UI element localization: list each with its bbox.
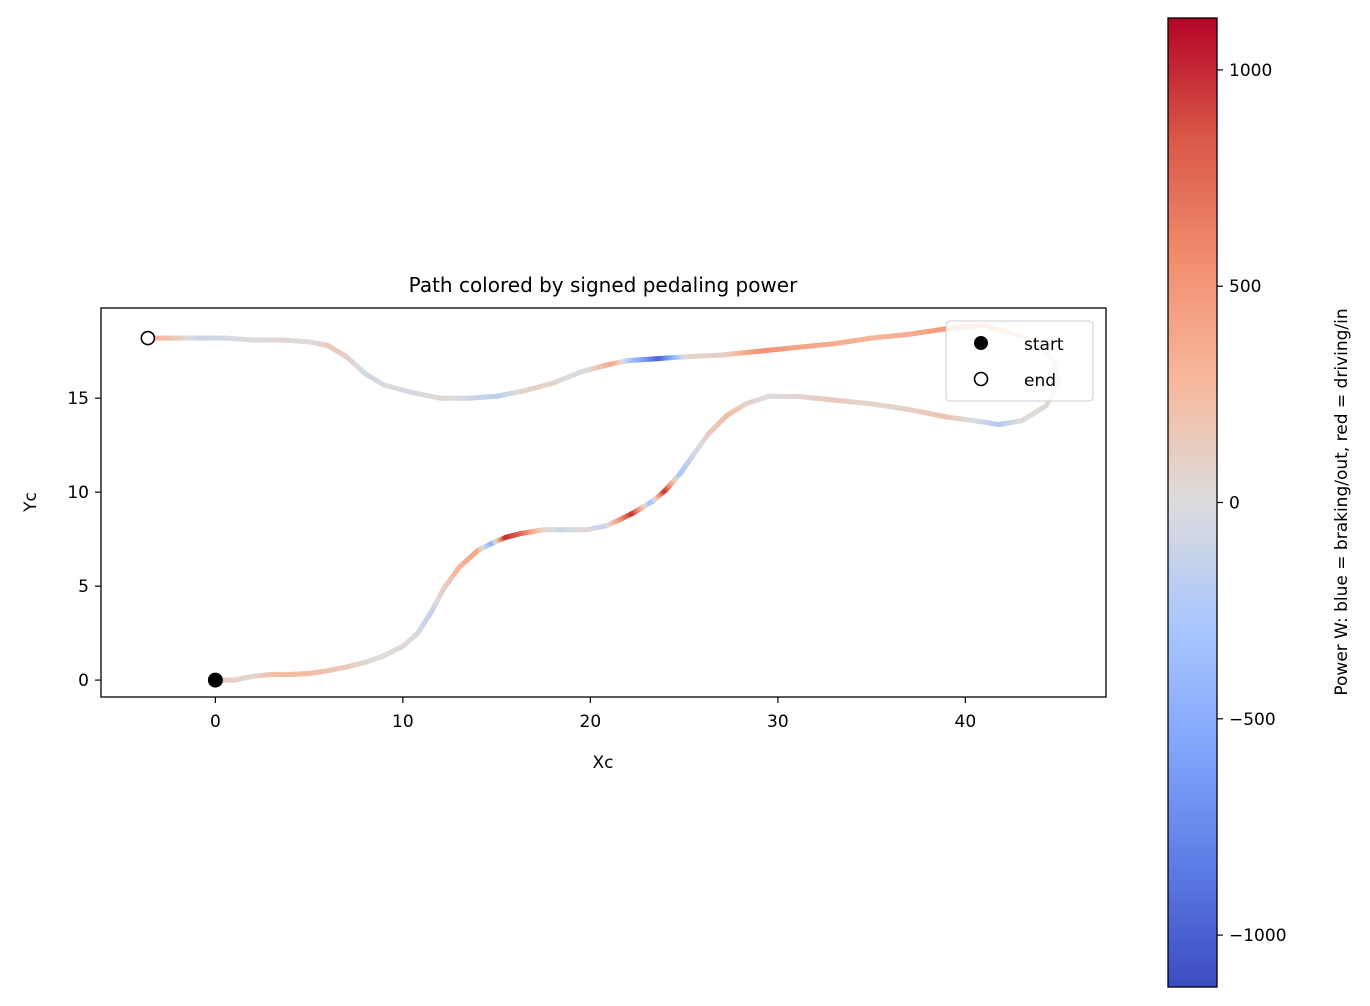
colorbar-label: Power W: blue = braking/out, red = drivi… (1332, 308, 1352, 695)
legend: start end (945, 320, 1094, 402)
x-tick-label: 0 (210, 712, 221, 732)
legend-end-marker (973, 371, 989, 387)
colorbar-tick-label: −1000 (1229, 926, 1287, 946)
legend-start-label: start (1024, 335, 1064, 355)
y-tick-label: 0 (78, 671, 89, 691)
colorbar-tick-label: −500 (1229, 710, 1276, 730)
colorbar-ticks: −1000 −500 0 500 1000 (1217, 61, 1287, 946)
plot-area-frame (100, 307, 1107, 698)
colorbar-tick-label: 500 (1229, 277, 1261, 297)
colorbar-tick-label: 0 (1229, 494, 1240, 514)
colorbar (1167, 17, 1218, 988)
endpoint-markers (140, 330, 223, 688)
start-marker (207, 672, 223, 688)
x-axis-label: Xc (593, 753, 614, 773)
y-axis-ticks: 0 5 10 15 (67, 389, 101, 691)
x-tick-label: 20 (580, 712, 602, 732)
power-colored-path (145, 322, 1062, 683)
legend-box (945, 320, 1094, 402)
y-tick-label: 15 (67, 389, 89, 409)
y-tick-label: 5 (78, 577, 89, 597)
y-axis-label: Yc (21, 492, 41, 513)
legend-start-marker (974, 336, 988, 350)
colorbar-tick-label: 1000 (1229, 61, 1272, 81)
x-axis-ticks: 0 10 20 30 40 (210, 697, 976, 732)
legend-end-label: end (1024, 371, 1056, 391)
chart-title: Path colored by signed pedaling power (409, 273, 798, 297)
y-tick-label: 10 (67, 483, 89, 503)
end-marker (140, 330, 156, 346)
x-tick-label: 40 (955, 712, 977, 732)
x-tick-label: 10 (392, 712, 414, 732)
x-tick-label: 30 (767, 712, 789, 732)
